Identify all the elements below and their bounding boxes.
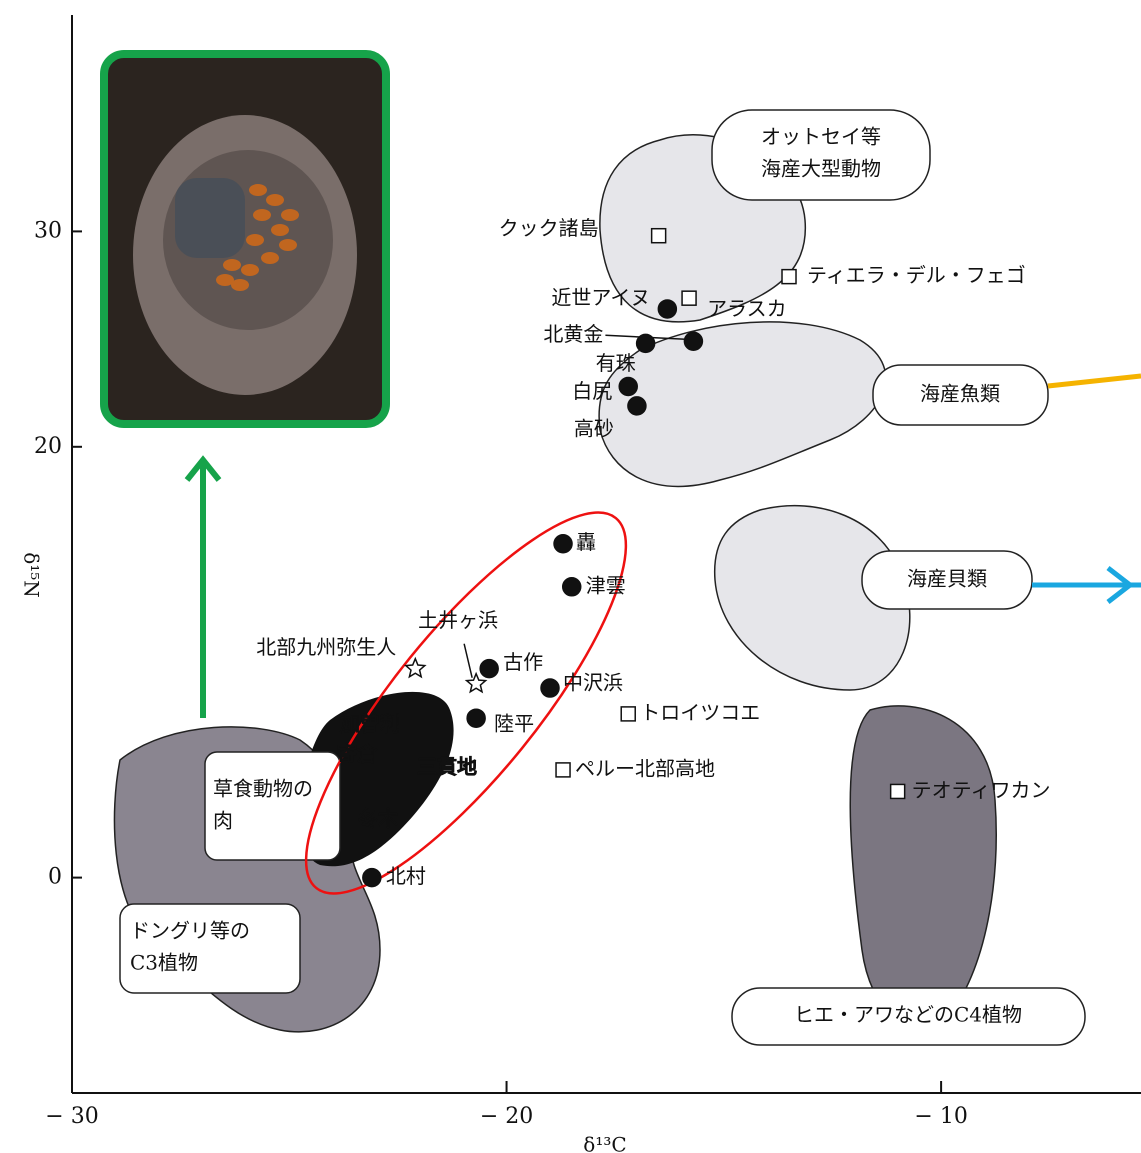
region-box	[731, 987, 1086, 1046]
region-label: 海産貝類	[907, 567, 987, 591]
point	[681, 290, 697, 306]
x-axis-label: δ¹³C	[583, 1133, 626, 1153]
point-label: 有珠	[596, 351, 636, 375]
point	[618, 376, 638, 397]
region-label: 海産魚類	[920, 382, 1000, 406]
point	[889, 783, 906, 800]
point	[540, 678, 560, 698]
point-label: 北村	[386, 864, 426, 888]
point	[555, 762, 571, 778]
point	[650, 227, 667, 244]
x-tick-label: − 20	[480, 1104, 533, 1129]
point	[403, 656, 427, 679]
region-label: ドングリ等の	[130, 919, 250, 943]
region-box	[204, 751, 341, 861]
point-label: 北部九州弥生人	[256, 635, 396, 659]
point	[362, 867, 382, 888]
point	[683, 331, 704, 352]
highlight-ellipse	[304, 511, 628, 895]
point-label: トロイツコエ	[640, 700, 760, 724]
point	[781, 268, 797, 285]
leader-line	[463, 643, 473, 678]
region-box	[872, 364, 1049, 426]
y-tick-label: 20	[34, 434, 62, 459]
x-tick-label: − 10	[914, 1104, 967, 1129]
region-label: 肉	[213, 809, 233, 833]
point-label: ティエラ・デル・フェゴ	[807, 263, 1026, 287]
point-label: 陸平	[494, 712, 534, 736]
site-label: 三貫地	[417, 755, 477, 779]
y-axis-label: δ¹⁵N	[20, 552, 44, 598]
point-label: 土井ヶ浜	[418, 608, 498, 632]
point	[561, 577, 582, 597]
site-label: 加曽利	[339, 712, 400, 736]
point-label: 白尻	[572, 379, 612, 403]
blue-arrow-head	[1106, 566, 1135, 604]
point-label: 津雲	[586, 573, 626, 597]
region-marine-fish	[598, 321, 887, 488]
orange-arrow	[1047, 373, 1141, 389]
point	[464, 671, 488, 694]
region-box	[119, 903, 301, 994]
point-label: 近世アイヌ	[551, 285, 650, 309]
point	[627, 396, 647, 416]
point	[553, 533, 573, 554]
y-tick-label: 30	[34, 218, 62, 243]
y-tick-label: 0	[48, 865, 62, 890]
point-label: 轟	[576, 530, 596, 554]
point	[657, 299, 678, 319]
region-label: C3植物	[130, 951, 198, 975]
point	[466, 708, 486, 728]
point	[479, 658, 499, 679]
region-shellfish	[713, 504, 911, 691]
region-box	[861, 550, 1033, 610]
region-label: ヒエ・アワなどのC4植物	[794, 1003, 1022, 1027]
region-c4	[849, 705, 997, 1029]
point-label: テオティワカン	[912, 778, 1051, 802]
point-label: 高砂	[574, 416, 614, 440]
site-label: 冬木	[358, 807, 399, 831]
site-label: 寄倉	[337, 742, 378, 766]
photo	[100, 50, 390, 428]
point-label: 古作	[503, 650, 543, 674]
region-label: 草食動物の	[213, 777, 313, 801]
region-box	[711, 109, 931, 201]
point	[635, 333, 656, 354]
point	[620, 706, 636, 722]
point-label: 中沢浜	[563, 671, 623, 695]
point-label: クック諸島	[499, 216, 599, 240]
point-label: アラスカ	[707, 297, 787, 321]
point-label: 北黄金	[543, 322, 603, 346]
region-label: 海産大型動物	[761, 157, 881, 181]
x-tick-label: − 30	[45, 1104, 98, 1129]
point-label: ペルー北部高地	[575, 756, 715, 780]
region-label: オットセイ等	[761, 125, 881, 149]
green-arrow-head	[184, 455, 222, 482]
